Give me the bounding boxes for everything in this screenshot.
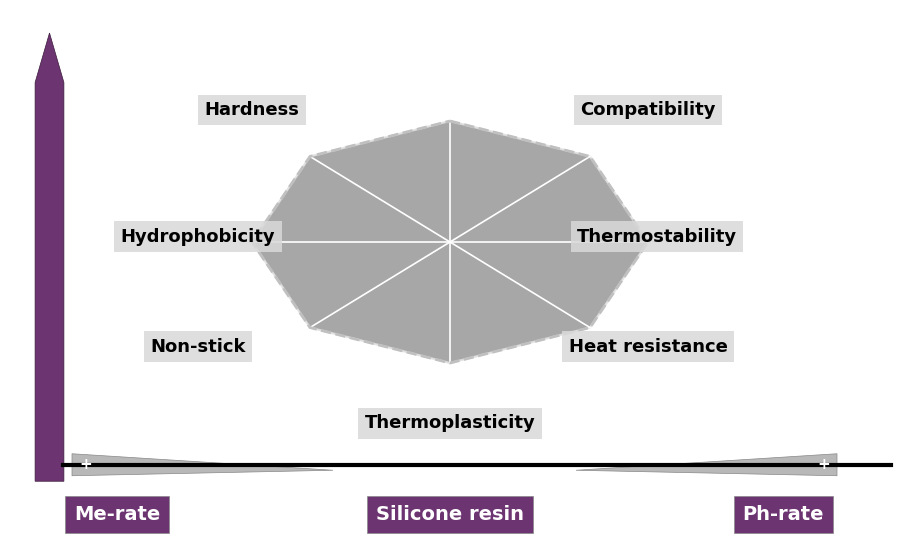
Text: Hardness: Hardness <box>204 101 300 119</box>
Text: Non-stick: Non-stick <box>150 338 246 355</box>
Text: Hydrophobicity: Hydrophobicity <box>121 228 275 245</box>
Polygon shape <box>576 454 837 476</box>
Text: Compatibility: Compatibility <box>580 101 716 119</box>
Text: +: + <box>79 456 92 472</box>
Text: Thermoplasticity: Thermoplasticity <box>364 415 536 432</box>
Text: Me-rate: Me-rate <box>74 505 160 524</box>
Text: Silicone resin: Silicone resin <box>376 505 524 524</box>
Polygon shape <box>72 454 333 476</box>
Polygon shape <box>252 121 648 363</box>
Text: Heat resistance: Heat resistance <box>569 338 727 355</box>
Polygon shape <box>35 33 64 481</box>
Text: Thermostability: Thermostability <box>577 228 737 245</box>
Text: +: + <box>817 456 830 472</box>
Text: Ph-rate: Ph-rate <box>742 505 824 524</box>
